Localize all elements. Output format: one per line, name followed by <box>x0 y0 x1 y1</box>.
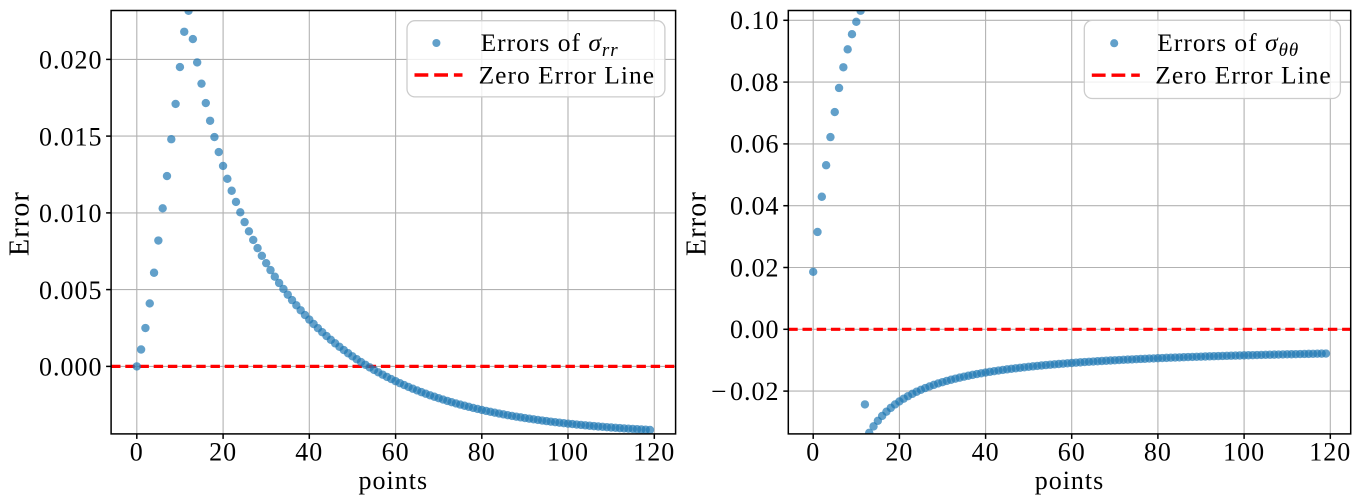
svg-text:0.010: 0.010 <box>39 199 103 228</box>
svg-text:120: 120 <box>633 438 675 467</box>
svg-text:−0.02: −0.02 <box>711 377 780 406</box>
svg-text:60: 60 <box>1058 438 1086 467</box>
svg-text:0.02: 0.02 <box>730 253 780 282</box>
svg-text:80: 80 <box>1144 438 1172 467</box>
svg-text:100: 100 <box>547 438 589 467</box>
svg-text:60: 60 <box>382 438 410 467</box>
svg-text:0: 0 <box>130 438 144 467</box>
svg-text:0.005: 0.005 <box>39 276 103 305</box>
svg-text:0.015: 0.015 <box>39 122 103 151</box>
svg-text:Error: Error <box>4 191 35 256</box>
svg-text:points: points <box>359 466 429 495</box>
svg-text:80: 80 <box>468 438 496 467</box>
svg-text:0: 0 <box>806 438 820 467</box>
svg-text:points: points <box>1035 466 1105 495</box>
svg-text:40: 40 <box>295 438 323 467</box>
svg-text:120: 120 <box>1309 438 1351 467</box>
svg-text:Zero Error Line: Zero Error Line <box>479 61 655 90</box>
svg-text:Zero Error Line: Zero Error Line <box>1155 61 1331 90</box>
svg-text:Errors of σθθ: Errors of σθθ <box>1157 28 1299 61</box>
svg-text:0.020: 0.020 <box>39 46 103 75</box>
svg-text:0.08: 0.08 <box>730 68 780 97</box>
svg-text:Errors of σrr: Errors of σrr <box>481 28 619 61</box>
svg-text:40: 40 <box>972 438 1000 467</box>
svg-text:0.000: 0.000 <box>39 353 103 382</box>
svg-text:Error: Error <box>682 191 713 256</box>
svg-text:100: 100 <box>1223 438 1265 467</box>
svg-text:0.10: 0.10 <box>730 6 780 35</box>
svg-text:0.04: 0.04 <box>730 192 780 221</box>
svg-text:0.06: 0.06 <box>730 130 780 159</box>
svg-text:20: 20 <box>885 438 913 467</box>
svg-text:20: 20 <box>209 438 237 467</box>
svg-text:0.00: 0.00 <box>730 315 780 344</box>
